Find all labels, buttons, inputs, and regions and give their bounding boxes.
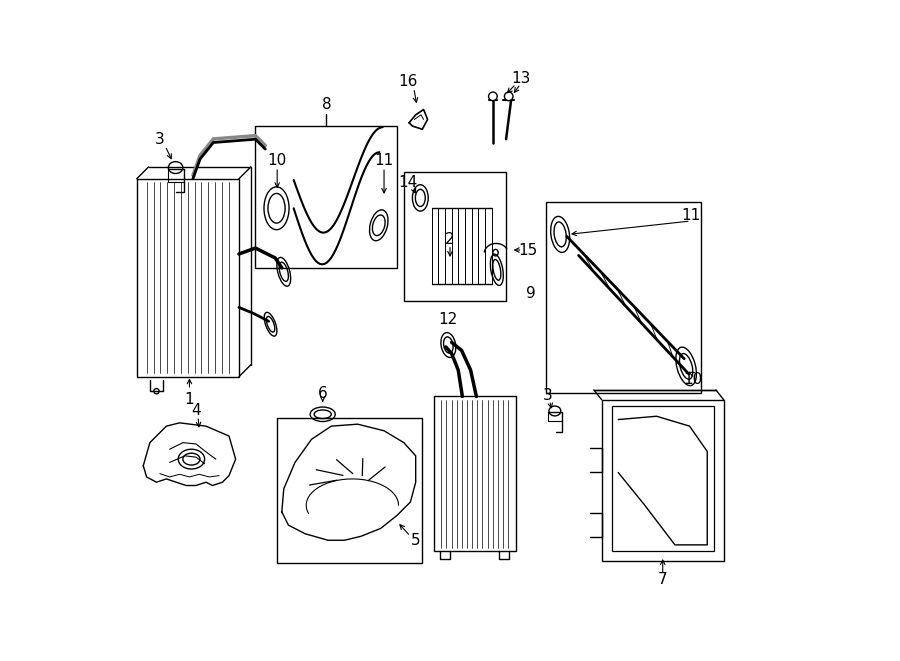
Text: 16: 16 <box>399 74 418 89</box>
Text: 10: 10 <box>683 372 702 387</box>
Text: 4: 4 <box>191 403 201 418</box>
Text: 12: 12 <box>438 312 458 327</box>
Text: 13: 13 <box>511 71 530 86</box>
Text: 11: 11 <box>374 153 393 167</box>
Text: 8: 8 <box>321 97 331 112</box>
Ellipse shape <box>489 92 497 100</box>
Bar <box>545 202 701 393</box>
Text: 3: 3 <box>543 387 553 403</box>
Text: 1: 1 <box>184 392 194 407</box>
Bar <box>404 173 506 301</box>
Text: 2: 2 <box>446 232 454 247</box>
Ellipse shape <box>504 92 513 100</box>
Bar <box>137 178 238 377</box>
Text: 11: 11 <box>681 208 700 223</box>
Bar <box>612 407 714 551</box>
Text: 14: 14 <box>398 175 418 190</box>
Text: 10: 10 <box>267 153 287 167</box>
Text: 15: 15 <box>518 243 537 258</box>
Bar <box>256 126 397 268</box>
Bar <box>276 418 421 563</box>
Text: 3: 3 <box>155 132 165 147</box>
Text: 6: 6 <box>318 385 328 401</box>
Text: 9: 9 <box>526 286 536 301</box>
Bar <box>434 397 516 551</box>
Bar <box>602 400 724 561</box>
Text: 5: 5 <box>411 533 420 548</box>
Text: 7: 7 <box>658 572 668 588</box>
